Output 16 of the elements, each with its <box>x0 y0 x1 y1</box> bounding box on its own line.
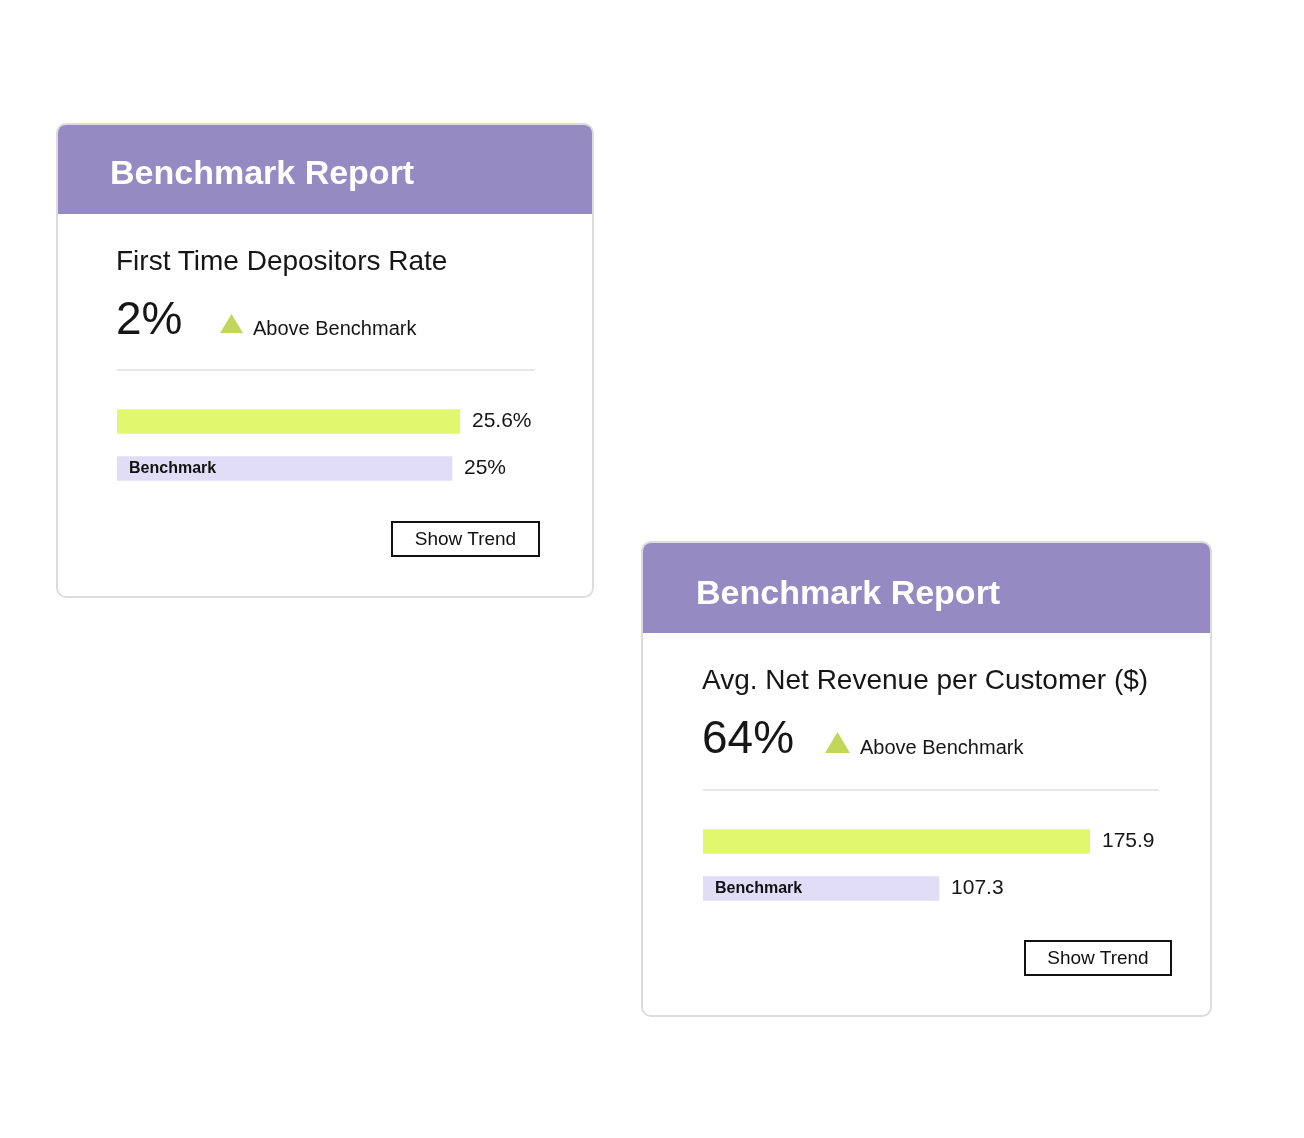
data-label: 107.3 <box>951 875 1004 899</box>
y-tick-label: Benchmark <box>129 458 217 476</box>
trend-button[interactable]: Show Trend <box>391 521 540 557</box>
data-label: 175.9 <box>1102 828 1155 852</box>
text: 2% <box>116 292 183 344</box>
data-label: 25% <box>463 455 506 479</box>
text: 64% <box>702 711 795 763</box>
chart-subtitle: Avg. Net Revenue per Customer ($) <box>702 664 1149 696</box>
chart-title: Benchmark Report <box>110 152 415 192</box>
y-tick-label: Benchmark <box>715 878 803 896</box>
text: Above Benchmark <box>860 735 1024 759</box>
chart-subtitle: First Time Depositors Rate <box>116 245 448 277</box>
chart-title: Benchmark Report <box>696 572 1001 612</box>
data-label: 25.6% <box>472 408 532 432</box>
trend-button[interactable]: Show Trend <box>1024 940 1172 976</box>
text: Above Benchmark <box>253 316 417 340</box>
